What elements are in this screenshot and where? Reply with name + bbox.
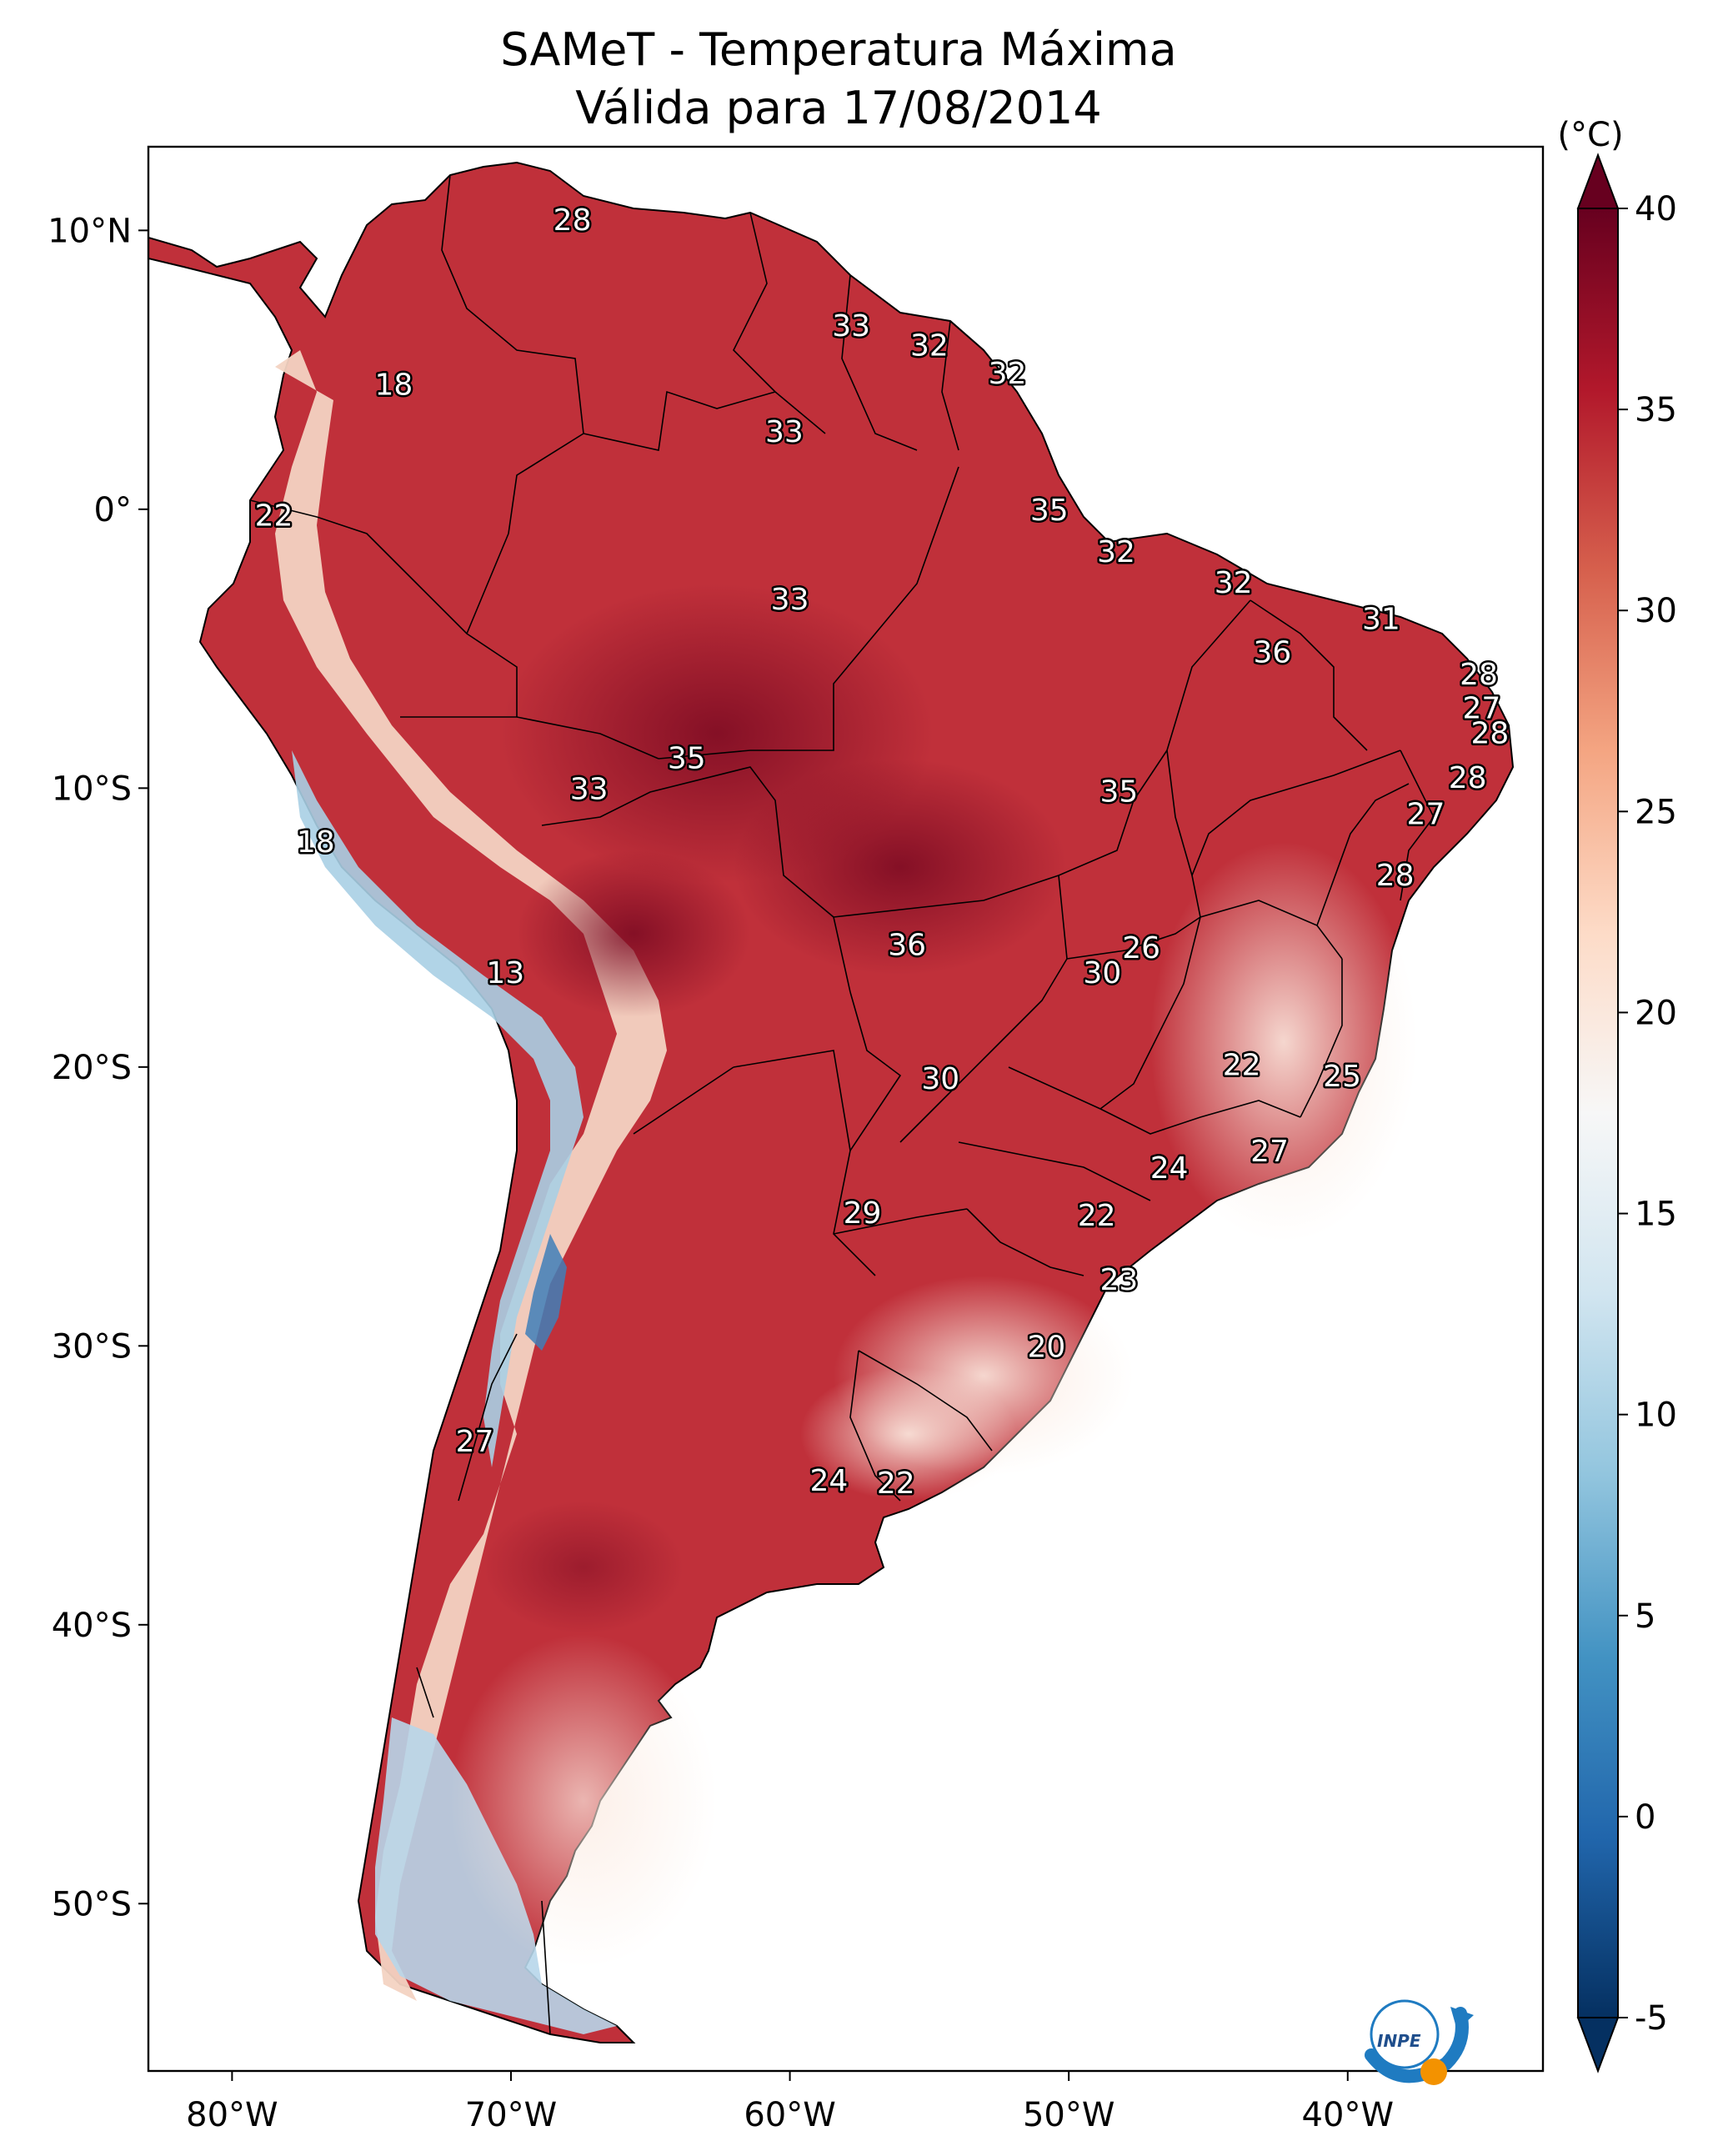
- temperature-value-label: 24: [810, 1464, 849, 1498]
- temperature-value-label: 33: [765, 415, 804, 449]
- lat-label: 0°: [94, 491, 132, 529]
- cool-patch-patagonia: [450, 1634, 717, 1968]
- inpe-logo: INPE: [1365, 1999, 1474, 2085]
- cool-patch-uruguay: [800, 1367, 1017, 1501]
- temperature-value-label: 35: [1100, 775, 1139, 810]
- temperature-value-label: 26: [1122, 931, 1160, 965]
- temperature-value-label: 27: [456, 1425, 494, 1459]
- andes-deep-cold: [525, 1234, 567, 1351]
- colorbar-tick-label: 5: [1635, 1597, 1655, 1636]
- lat-label: 50°S: [52, 1885, 132, 1923]
- temperature-value-label: 35: [1030, 494, 1069, 528]
- temperature-value-label: 32: [1097, 535, 1135, 569]
- temperature-value-label: 28: [1449, 761, 1487, 795]
- temperature-value-label: 35: [668, 742, 706, 776]
- colorbar-ticks: 40 35 30 25 20 15 10 5 0 -5: [1618, 190, 1677, 2038]
- hot-core-mato-grosso: [734, 759, 1067, 975]
- temperature-value-label: 13: [486, 956, 524, 990]
- temperature-value-label: 28: [1376, 859, 1415, 893]
- temperature-value-label: 27: [1250, 1135, 1289, 1169]
- temperature-value-label: 18: [375, 368, 413, 402]
- logo-text: INPE: [1377, 2031, 1421, 2051]
- temperature-value-label: 22: [1078, 1199, 1116, 1233]
- colorbar-tick-label: 15: [1635, 1196, 1677, 1234]
- temperature-value-label: 32: [910, 328, 949, 363]
- lat-label: 10°N: [48, 212, 132, 250]
- colorbar-top-extension: [1576, 153, 1620, 209]
- logo-arrow-icon: [1450, 2007, 1474, 2030]
- hot-core-bolivia: [517, 850, 750, 1017]
- temperature-value-label: 27: [1407, 797, 1445, 831]
- logo-ring: [1370, 1999, 1440, 2069]
- colorbar-tick-label: 0: [1635, 1798, 1655, 1837]
- temperature-value-label: 32: [989, 357, 1027, 391]
- temperature-value-label: 33: [771, 583, 809, 617]
- colorbar-tick-label: 25: [1635, 793, 1677, 831]
- lat-label: 10°S: [52, 770, 132, 808]
- title-line-2: Válida para 17/08/2014: [575, 82, 1101, 134]
- temperature-value-label: 28: [553, 203, 592, 238]
- lon-label: 70°W: [465, 2096, 557, 2134]
- temperature-value-label: 24: [1150, 1151, 1189, 1186]
- colorbar-unit: (°C): [1557, 116, 1623, 154]
- temperature-value-label: 29: [844, 1196, 882, 1231]
- colorbar-tick-label: -5: [1635, 1999, 1668, 2038]
- colorbar-tick-label: 30: [1635, 592, 1677, 630]
- cool-patch-minas: [1150, 842, 1417, 1242]
- hot-core-argentina: [483, 1501, 684, 1634]
- temperature-value-label: 31: [1362, 602, 1400, 636]
- temperature-value-label: 30: [921, 1062, 959, 1096]
- temperature-value-label: 25: [1323, 1060, 1361, 1094]
- temperature-value-label: 18: [297, 825, 335, 860]
- logo-sun-icon: [1420, 2058, 1447, 2085]
- temperature-value-label: 36: [1254, 635, 1292, 669]
- temperature-value-label: 32: [1215, 566, 1253, 600]
- temperature-value-label: 22: [255, 499, 293, 534]
- lon-label: 50°W: [1023, 2096, 1114, 2134]
- lat-label: 30°S: [52, 1327, 132, 1366]
- lat-label: 20°S: [52, 1049, 132, 1087]
- colorbar-body: [1577, 208, 1619, 2018]
- andes-cool-zone: [275, 350, 667, 2001]
- temperature-value-label: 28: [1471, 716, 1510, 750]
- map-area: [148, 147, 1543, 2071]
- lat-label: 40°S: [52, 1607, 132, 1645]
- lon-label: 60°W: [744, 2096, 835, 2134]
- temperature-value-label: 22: [877, 1467, 915, 1501]
- country-borders: [249, 174, 1435, 2035]
- title-line-1: SAMeT - Temperatura Máxima: [500, 23, 1176, 76]
- temperature-value-label: 20: [1028, 1330, 1066, 1364]
- colorbar-bottom-extension: [1576, 2017, 1620, 2073]
- temperature-value-label: 22: [1223, 1048, 1261, 1082]
- colorbar-tick-label: 40: [1635, 190, 1677, 228]
- colorbar: (°C) 40 35 30 25 20 15 10 5 0 -5: [1557, 116, 1677, 2073]
- colorbar-tick-label: 35: [1635, 391, 1677, 429]
- temperature-value-label: 36: [888, 929, 926, 963]
- colorbar-tick-label: 20: [1635, 994, 1677, 1032]
- temperature-value-label: 28: [1460, 658, 1498, 692]
- map-frame: [147, 145, 1545, 2073]
- temperature-value-label: 30: [1083, 956, 1121, 990]
- latitude-axis: 10°N 0° 10°S 20°S 30°S 40°S 50°S: [48, 212, 148, 1923]
- temperature-value-label: 27: [1462, 691, 1500, 725]
- andes-cold-zone: [292, 750, 584, 1467]
- logo-swoosh: [1365, 2007, 1469, 2083]
- longitude-axis: 80°W 70°W 60°W 50°W 40°W: [186, 2071, 1394, 2134]
- temperature-value-label: 33: [832, 309, 870, 343]
- temperature-value-label: 23: [1100, 1263, 1139, 1297]
- colorbar-tick-label: 10: [1635, 1396, 1677, 1435]
- lon-label: 40°W: [1302, 2096, 1394, 2134]
- lon-label: 80°W: [186, 2096, 278, 2134]
- temperature-value-label: 33: [570, 772, 609, 806]
